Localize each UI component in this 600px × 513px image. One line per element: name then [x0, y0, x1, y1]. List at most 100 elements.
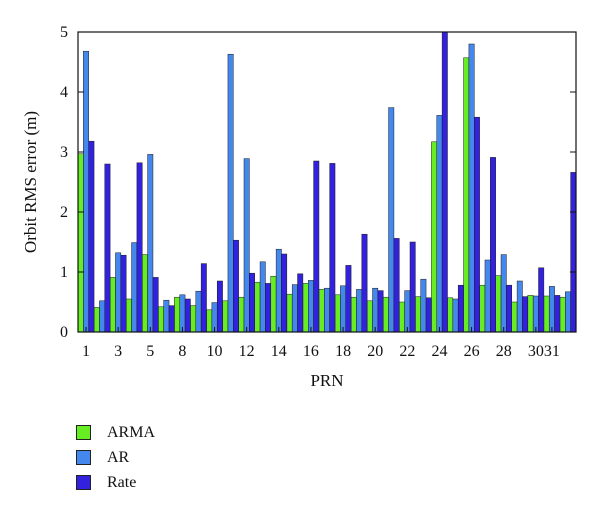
bar-rate-prn-2 — [104, 163, 111, 333]
bar-arma-prn-17 — [318, 289, 325, 333]
bar-arma-prn-19 — [350, 296, 357, 333]
y-axis: 0 1 2 3 4 5 — [60, 24, 576, 341]
bar-rate-prn-28 — [506, 284, 512, 333]
bar-rate-prn-21 — [393, 238, 400, 333]
x-tick-label-26: 26 — [464, 343, 480, 360]
bar-rate-prn-31 — [554, 295, 561, 333]
bar-rate-prn-19 — [361, 233, 368, 333]
bar-rate-prn-3 — [120, 254, 127, 333]
x-tick-label-10: 10 — [207, 343, 223, 360]
legend-label-rate: Rate — [107, 473, 137, 491]
plot-frame — [77, 31, 577, 333]
bar-arma-prn-13 — [254, 281, 261, 333]
bar-arma-prn-23 — [415, 296, 421, 333]
bar-ar-prn-22 — [404, 290, 411, 333]
bar-rate-prn-15 — [297, 273, 304, 333]
x-tick-label-24: 24 — [431, 343, 447, 360]
bar-arma-prn-27 — [479, 284, 486, 333]
bar-rate-prn-14 — [281, 253, 288, 333]
bar-arma-prn-18 — [334, 294, 341, 333]
legend-item-ar: AR — [76, 445, 155, 470]
bar-rate-prn-18 — [345, 265, 352, 333]
x-tick-label-16: 16 — [303, 343, 319, 360]
bar-ar-prn-9 — [195, 290, 202, 333]
bar-arma-prn-20 — [366, 300, 373, 333]
y-tick-label-3: 3 — [60, 144, 68, 161]
bar-arma-prn-21 — [382, 296, 389, 333]
bar-ar-prn-13 — [259, 261, 266, 333]
bar-arma-prn-10 — [206, 309, 213, 333]
bar-rate-prn-12 — [249, 272, 255, 333]
bar-rate-prn-27 — [490, 157, 496, 333]
bar-rate-prn-29 — [522, 296, 529, 333]
x-tick-label-28: 28 — [496, 343, 512, 360]
bar-arma-prn-26 — [463, 57, 470, 333]
legend: ARMA AR Rate — [76, 420, 155, 495]
bar-ar-prn-29 — [516, 280, 523, 333]
bar-arma-prn-15 — [286, 293, 293, 333]
bar-arma-prn-2 — [93, 307, 100, 333]
bar-arma-prn-16 — [302, 283, 309, 333]
bar-arma-prn-25 — [447, 297, 454, 333]
bar-arma-prn-1 — [77, 153, 84, 333]
bar-ar-prn-4 — [131, 242, 138, 333]
y-axis-title: Orbit RMS error (m) — [21, 111, 40, 253]
bar-ar-prn-17 — [324, 287, 330, 333]
x-tick-label-20: 20 — [367, 343, 383, 360]
x-tick-label-30: 30 — [528, 343, 544, 360]
bar-arma-prn-32 — [559, 296, 566, 333]
bar-arma-prn-9 — [190, 305, 197, 333]
bar-rate-prn-9 — [200, 263, 207, 333]
bar-ar-prn-19 — [356, 289, 363, 333]
bar-ar-prn-21 — [388, 107, 395, 333]
bar-arma-prn-31 — [543, 295, 550, 333]
y-tick-label-0: 0 — [60, 324, 68, 341]
bar-ar-prn-1 — [83, 50, 89, 333]
bar-rate-prn-8 — [184, 298, 191, 333]
bar-rate-prn-10 — [216, 280, 223, 333]
x-tick-label-1: 1 — [82, 343, 90, 360]
x-tick-label-31: 31 — [544, 343, 560, 360]
bar-rate-prn-4 — [136, 162, 143, 333]
legend-swatch-arma — [76, 425, 91, 440]
bar-ar-prn-25 — [452, 298, 459, 333]
bar-ar-prn-8 — [179, 294, 186, 333]
x-tick-label-14: 14 — [271, 343, 287, 360]
bar-ar-prn-24 — [436, 115, 443, 333]
bar-ar-prn-15 — [291, 284, 298, 333]
bar-rate-prn-25 — [457, 284, 464, 333]
bar-ar-prn-16 — [308, 280, 314, 333]
bar-rate-prn-13 — [265, 283, 272, 333]
bar-ar-prn-14 — [275, 248, 282, 333]
bar-arma-prn-6 — [158, 306, 164, 333]
bar-arma-prn-22 — [399, 301, 405, 333]
bar-ar-prn-18 — [340, 285, 346, 333]
bar-arma-prn-8 — [174, 296, 180, 333]
bar-rate-prn-5 — [152, 277, 159, 333]
bar-ar-prn-12 — [243, 158, 250, 333]
bar-ar-prn-20 — [372, 287, 379, 333]
bar-rate-prn-6 — [168, 305, 175, 333]
bar-arma-prn-29 — [511, 301, 518, 333]
bar-rate-prn-11 — [233, 239, 239, 333]
bar-rate-prn-22 — [409, 241, 416, 333]
x-tick-label-12: 12 — [239, 343, 255, 360]
bar-arma-prn-5 — [142, 254, 148, 333]
bar-arma-prn-3 — [109, 277, 116, 333]
bars-group — [77, 31, 577, 333]
bar-rate-prn-16 — [313, 160, 320, 333]
bar-rate-prn-1 — [88, 140, 95, 333]
x-tick-label-8: 8 — [178, 343, 186, 360]
bar-ar-prn-26 — [468, 43, 475, 333]
bar-rate-prn-17 — [329, 163, 336, 333]
bar-ar-prn-3 — [115, 252, 122, 333]
bar-rate-prn-32 — [570, 172, 577, 333]
bar-ar-prn-27 — [484, 259, 491, 333]
bar-rate-prn-26 — [474, 116, 480, 333]
bar-ar-prn-11 — [227, 53, 234, 333]
x-tick-label-18: 18 — [335, 343, 351, 360]
bar-rate-prn-24 — [441, 31, 448, 333]
legend-item-arma: ARMA — [76, 420, 155, 445]
bar-ar-prn-28 — [500, 254, 507, 333]
